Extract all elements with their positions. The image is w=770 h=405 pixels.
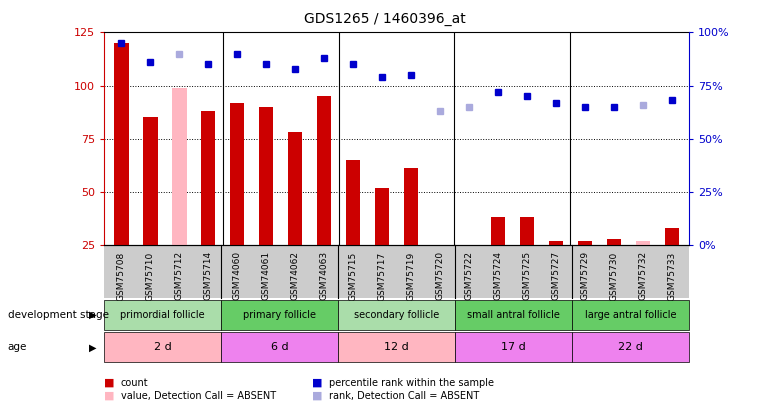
Text: count: count <box>121 378 149 388</box>
Bar <box>114 43 129 245</box>
Bar <box>520 217 534 245</box>
Bar <box>201 111 216 245</box>
Text: GDS1265 / 1460396_at: GDS1265 / 1460396_at <box>304 12 466 26</box>
Text: primordial follicle: primordial follicle <box>120 310 205 320</box>
Bar <box>172 88 186 245</box>
Text: ■: ■ <box>104 378 115 388</box>
Bar <box>259 107 273 245</box>
Bar <box>403 168 418 245</box>
Text: 2 d: 2 d <box>153 342 172 352</box>
Text: ▶: ▶ <box>89 310 96 320</box>
Text: value, Detection Call = ABSENT: value, Detection Call = ABSENT <box>121 391 276 401</box>
Text: percentile rank within the sample: percentile rank within the sample <box>329 378 494 388</box>
Bar <box>578 241 592 245</box>
Bar <box>143 117 158 245</box>
Bar <box>317 96 331 245</box>
Text: 17 d: 17 d <box>501 342 526 352</box>
Bar <box>549 241 563 245</box>
Bar <box>288 132 303 245</box>
Text: rank, Detection Call = ABSENT: rank, Detection Call = ABSENT <box>329 391 479 401</box>
Bar <box>346 160 360 245</box>
Text: large antral follicle: large antral follicle <box>585 310 676 320</box>
Bar <box>635 241 650 245</box>
Text: ■: ■ <box>104 391 115 401</box>
Text: secondary follicle: secondary follicle <box>354 310 439 320</box>
Text: age: age <box>8 342 27 352</box>
Text: ■: ■ <box>312 391 323 401</box>
Bar <box>665 228 679 245</box>
Bar <box>607 239 621 245</box>
Text: primary follicle: primary follicle <box>243 310 316 320</box>
Bar <box>230 102 244 245</box>
Bar <box>375 188 390 245</box>
Text: 12 d: 12 d <box>384 342 409 352</box>
Text: 6 d: 6 d <box>271 342 288 352</box>
Text: ▶: ▶ <box>89 342 96 352</box>
Text: small antral follicle: small antral follicle <box>467 310 560 320</box>
Text: ■: ■ <box>312 378 323 388</box>
Text: 22 d: 22 d <box>618 342 643 352</box>
Bar <box>490 217 505 245</box>
Text: development stage: development stage <box>8 310 109 320</box>
